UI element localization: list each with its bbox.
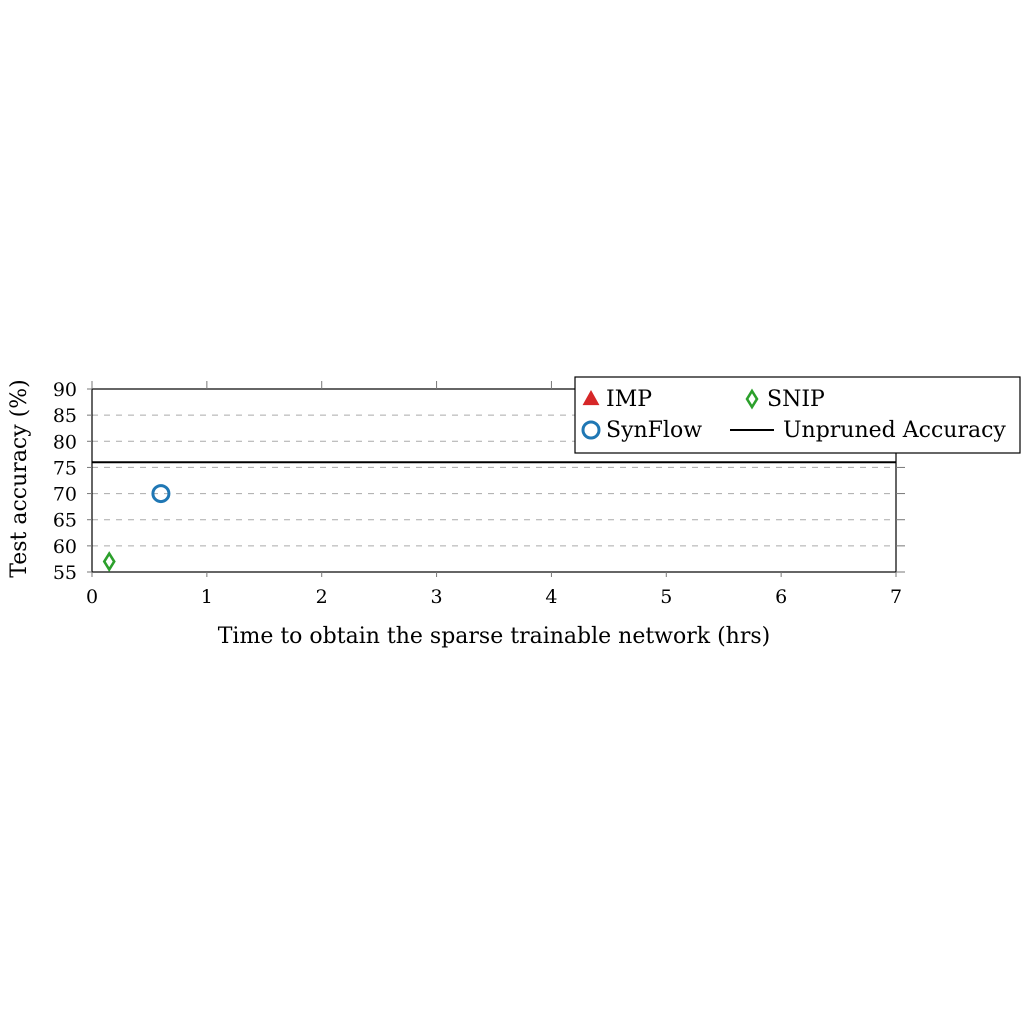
x-tick-label: 7 (890, 586, 902, 608)
y-axis-title: Test accuracy (%) (7, 379, 32, 577)
x-tick-label: 3 (431, 586, 443, 608)
y-tick-label: 70 (53, 484, 77, 506)
axes: 0 1 2 3 4 5 6 7 55 60 65 70 75 80 85 90 (53, 379, 905, 608)
x-tick-label: 4 (545, 586, 557, 608)
y-tick-label: 60 (53, 536, 77, 558)
plot-frame (91, 388, 897, 573)
y-tick-label: 55 (53, 562, 77, 584)
grid-lines (92, 414, 896, 547)
legend-item-snip: SNIP (745, 387, 825, 412)
y-tick-label: 65 (53, 510, 77, 532)
y-tick-label: 90 (53, 379, 77, 401)
legend-marker-synflow (581, 420, 601, 440)
snip-point (102, 551, 116, 573)
legend-label: SynFlow (606, 418, 702, 443)
x-tick-label: 2 (316, 586, 328, 608)
legend-item-imp: IMP (582, 387, 652, 412)
legend-label: Unpruned Accuracy (783, 418, 1006, 443)
legend-item-unpruned-accuracy: Unpruned Accuracy (730, 418, 1006, 443)
legend-box (574, 376, 1021, 454)
legend-marker-snip (745, 388, 759, 410)
x-tick-label: 1 (201, 586, 213, 608)
y-tick-label: 80 (53, 431, 77, 453)
y-tick-label: 85 (53, 405, 77, 427)
data-points (102, 484, 171, 573)
legend: IMP SNIP SynFlow Unpruned Accuracy (574, 376, 1021, 454)
x-tick-label: 0 (86, 586, 98, 608)
y-tick-label: 75 (53, 457, 77, 479)
legend-label: SNIP (767, 387, 825, 412)
x-tick-label: 6 (775, 586, 787, 608)
x-tick-label: 5 (660, 586, 672, 608)
legend-item-synflow: SynFlow (581, 418, 702, 443)
legend-label: IMP (606, 387, 652, 412)
synflow-point (151, 484, 171, 504)
x-axis-title: Time to obtain the sparse trainable netw… (218, 624, 771, 649)
legend-marker-imp (582, 389, 600, 406)
